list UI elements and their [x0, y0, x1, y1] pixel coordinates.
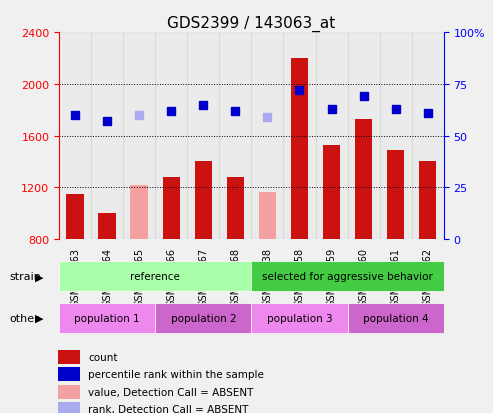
Bar: [412, 33, 444, 240]
Text: selected for aggressive behavior: selected for aggressive behavior: [262, 272, 433, 282]
Bar: [67, 195, 84, 240]
Bar: [187, 33, 219, 240]
Bar: [163, 178, 180, 240]
Title: GDS2399 / 143063_at: GDS2399 / 143063_at: [167, 16, 336, 32]
Bar: [219, 33, 251, 240]
Text: value, Detection Call = ABSENT: value, Detection Call = ABSENT: [88, 387, 254, 397]
Text: population 2: population 2: [171, 313, 236, 323]
Bar: [59, 33, 91, 240]
Bar: [123, 33, 155, 240]
Bar: [58, 385, 80, 399]
FancyBboxPatch shape: [251, 262, 444, 292]
Bar: [58, 402, 80, 413]
Bar: [323, 145, 340, 240]
Text: count: count: [88, 352, 118, 362]
FancyBboxPatch shape: [59, 303, 155, 333]
FancyBboxPatch shape: [155, 303, 251, 333]
Bar: [387, 150, 404, 240]
Text: population 4: population 4: [363, 313, 428, 323]
Bar: [291, 59, 308, 240]
Text: rank, Detection Call = ABSENT: rank, Detection Call = ABSENT: [88, 404, 249, 413]
FancyBboxPatch shape: [251, 303, 348, 333]
Text: ▶: ▶: [35, 313, 44, 323]
Text: strain: strain: [10, 272, 42, 282]
Bar: [58, 350, 80, 364]
Bar: [99, 214, 116, 240]
Bar: [419, 162, 436, 240]
FancyBboxPatch shape: [59, 262, 251, 292]
Bar: [348, 33, 380, 240]
Bar: [58, 368, 80, 382]
Bar: [259, 192, 276, 240]
Bar: [355, 119, 372, 240]
Bar: [380, 33, 412, 240]
Text: percentile rank within the sample: percentile rank within the sample: [88, 369, 264, 380]
Text: other: other: [10, 313, 39, 323]
Bar: [283, 33, 316, 240]
FancyBboxPatch shape: [348, 303, 444, 333]
Bar: [316, 33, 348, 240]
Bar: [227, 178, 244, 240]
Bar: [251, 33, 283, 240]
Bar: [91, 33, 123, 240]
Bar: [155, 33, 187, 240]
Bar: [195, 162, 212, 240]
Bar: [131, 185, 148, 240]
Text: reference: reference: [130, 272, 180, 282]
Text: population 1: population 1: [74, 313, 140, 323]
Text: population 3: population 3: [267, 313, 332, 323]
Text: ▶: ▶: [35, 272, 44, 282]
